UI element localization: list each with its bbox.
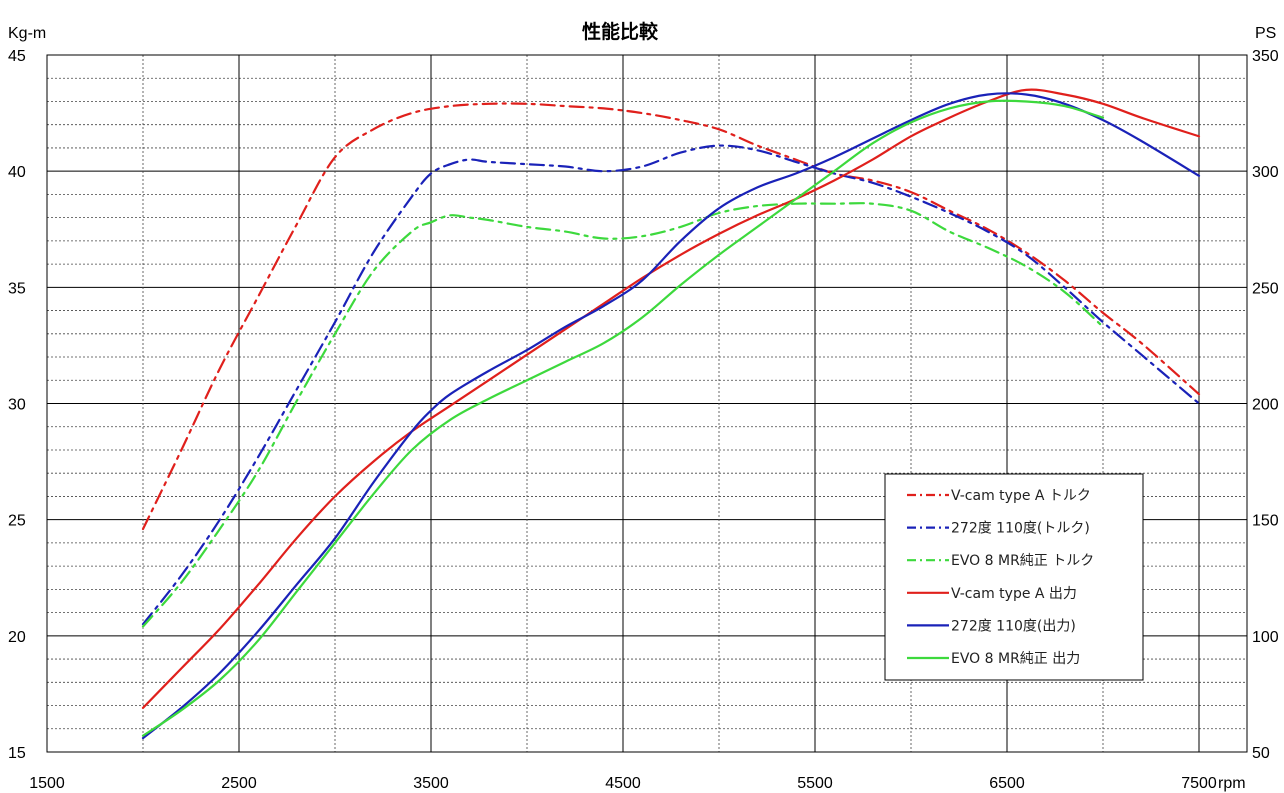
- y-right-tick-label: 350: [1252, 48, 1279, 65]
- y-left-tick-label: 35: [8, 280, 26, 297]
- y-right-tick-label: 200: [1252, 397, 1279, 414]
- x-tick-label: 4500: [605, 775, 641, 792]
- legend-label: V-cam type A 出力: [951, 586, 1077, 602]
- y-left-tick-label: 45: [8, 48, 26, 65]
- series-line-2-dashdot-left: [141, 144, 1201, 626]
- legend-label: 272度 110度(出力): [951, 618, 1076, 634]
- y-right-axis-label: PS: [1255, 25, 1276, 42]
- axis-ticks: 1500 2500 3500 4500 5500 6500 7500 15 20 25 30 35 40…: [8, 48, 1279, 792]
- y-right-tick-label: 150: [1252, 513, 1279, 530]
- y-right-tick-label: 300: [1252, 164, 1279, 181]
- y-left-tick-label: 20: [8, 629, 26, 646]
- x-tick-label: 1500: [29, 775, 65, 792]
- y-left-tick-label: 15: [8, 745, 26, 762]
- legend-label: V-cam type A トルク: [951, 488, 1091, 504]
- y-left-axis-label: Kg-m: [8, 25, 46, 42]
- y-right-tick-label: 50: [1252, 745, 1270, 762]
- legend-label: EVO 8 MR純正 出力: [951, 651, 1080, 667]
- y-right-tick-label: 100: [1252, 629, 1279, 646]
- series-line-6-solid-right: [141, 99, 1105, 737]
- y-left-tick-label: 25: [8, 513, 26, 530]
- x-axis-label: rpm: [1218, 775, 1246, 792]
- series-line-5-solid-right: [141, 92, 1201, 740]
- x-tick-label: 7500: [1181, 775, 1217, 792]
- legend-label: EVO 8 MR純正 トルク: [951, 553, 1094, 569]
- grid-lines: [47, 55, 1247, 752]
- legend-label: 272度 110度(トルク): [951, 521, 1090, 537]
- x-tick-label: 3500: [413, 775, 449, 792]
- y-right-tick-label: 250: [1252, 280, 1279, 297]
- chart-title: 性能比較: [582, 20, 659, 43]
- legend-box: [884, 473, 1144, 681]
- series-lines: [141, 88, 1201, 740]
- y-left-tick-label: 30: [8, 397, 26, 414]
- series-line-1-dashdot-left: [141, 102, 1201, 531]
- x-tick-label: 5500: [797, 775, 833, 792]
- series-line-3-dashdot-left: [141, 202, 1105, 628]
- legend: V-cam type A トルク 272度 110度(トルク) EVO 8 MR純正…: [884, 473, 1144, 681]
- x-tick-label: 2500: [221, 775, 257, 792]
- y-left-tick-label: 40: [8, 164, 26, 181]
- x-tick-label: 6500: [989, 775, 1025, 792]
- plot-frame: [46, 54, 1248, 753]
